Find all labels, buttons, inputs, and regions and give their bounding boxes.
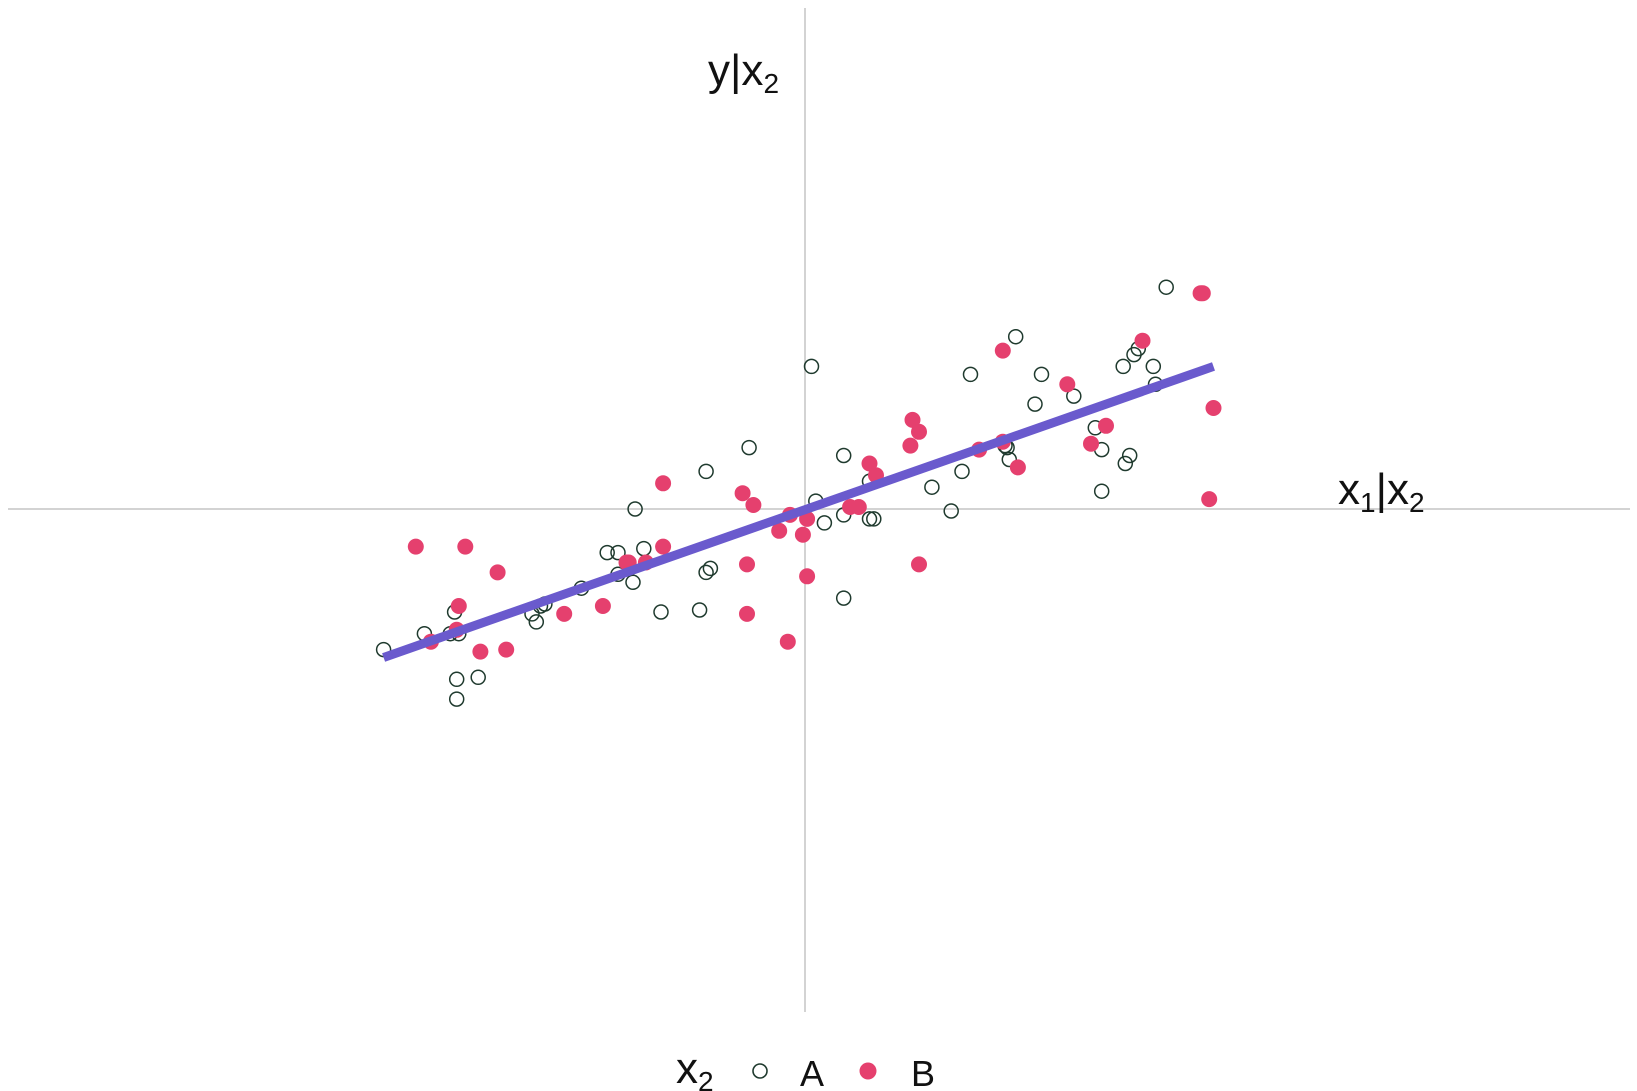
point-a-53	[1145, 358, 1162, 375]
point-b-40	[1134, 332, 1151, 349]
point-a-18	[636, 540, 652, 557]
point-b-27	[861, 455, 878, 472]
y-label-subscript: 2	[763, 68, 779, 99]
point-a-25	[803, 358, 820, 375]
x-label-subscript-2: 2	[1409, 487, 1425, 518]
point-a-21	[698, 564, 714, 581]
point-a-35	[943, 503, 959, 519]
legend-title-base: x	[676, 1044, 698, 1091]
point-a-16	[625, 574, 641, 591]
point-a-33	[866, 511, 882, 527]
point-b-8	[556, 605, 573, 622]
point-a-28	[835, 590, 852, 606]
point-a-13	[599, 544, 615, 561]
point-b-34	[994, 342, 1011, 359]
legend-marker-b	[859, 1062, 877, 1080]
point-b-13	[655, 538, 672, 555]
point-b-43	[1201, 491, 1218, 508]
point-a-9	[528, 614, 545, 630]
point-b-17	[739, 605, 755, 622]
legend-title-subscript: 2	[698, 1066, 714, 1091]
point-b-5	[472, 643, 489, 660]
x-label-bar: |x	[1376, 465, 1409, 514]
point-b-9	[594, 598, 611, 614]
point-a-49	[1115, 358, 1131, 375]
point-a-37	[962, 366, 979, 383]
point-a-22	[698, 463, 714, 480]
point-b-22	[794, 526, 811, 543]
point-b-4	[457, 538, 474, 555]
point-a-23	[702, 560, 719, 577]
point-a-44	[1066, 388, 1082, 404]
point-a-55	[1158, 279, 1174, 295]
regression-line	[382, 362, 1215, 662]
point-a-46	[1093, 483, 1110, 499]
point-a-19	[653, 604, 669, 620]
point-b-24	[799, 568, 816, 585]
point-b-3	[450, 598, 467, 614]
point-b-18	[745, 497, 762, 513]
point-b-16	[739, 556, 755, 573]
point-a-17	[627, 501, 643, 517]
point-b-19	[771, 522, 788, 539]
point-a-43	[1033, 366, 1050, 383]
point-a-7	[470, 669, 486, 686]
point-a-32	[861, 511, 878, 527]
series-b-points	[407, 285, 1222, 660]
point-a-34	[924, 479, 940, 495]
point-b-31	[911, 423, 927, 440]
point-a-48	[1117, 455, 1134, 472]
point-a-15	[610, 544, 626, 561]
point-b-6	[489, 564, 506, 581]
point-b-42	[1194, 285, 1211, 302]
point-a-41	[1007, 328, 1024, 345]
point-a-6	[448, 691, 465, 707]
point-b-14	[655, 475, 672, 492]
series-a-points	[375, 279, 1174, 707]
point-a-24	[741, 439, 757, 456]
point-b-39	[1098, 417, 1114, 434]
legend-title: x2	[676, 1044, 714, 1091]
point-a-36	[954, 463, 970, 480]
point-b-32	[911, 556, 927, 573]
x-axis-label: x1|x2	[1338, 465, 1425, 518]
legend-label-b: B	[911, 1053, 935, 1091]
point-b-37	[1059, 376, 1076, 393]
point-b-30	[904, 411, 921, 428]
point-b-44	[1205, 400, 1222, 416]
point-b-7	[498, 641, 515, 658]
point-a-42	[1027, 396, 1043, 412]
y-label-base: y	[708, 46, 730, 95]
point-a-5	[448, 671, 465, 688]
y-axis-label: y|x2	[708, 46, 779, 99]
point-b-29	[902, 437, 919, 454]
point-b-20	[779, 633, 796, 650]
point-a-40	[1001, 451, 1018, 468]
point-b-0	[407, 538, 424, 555]
point-a-29	[835, 447, 852, 464]
point-a-20	[691, 602, 708, 618]
point-b-38	[1083, 435, 1099, 452]
point-b-36	[1009, 459, 1026, 476]
y-label-bar: |x	[730, 46, 763, 95]
x-label-base: x	[1338, 465, 1360, 514]
x-label-subscript-1: 1	[1360, 487, 1376, 518]
legend-marker-a	[752, 1063, 768, 1079]
point-b-15	[734, 485, 751, 502]
point-b-26	[850, 499, 867, 515]
legend: x2 A B	[676, 1044, 935, 1091]
legend-label-a: A	[800, 1053, 824, 1091]
point-a-50	[1121, 447, 1138, 464]
point-a-27	[816, 515, 833, 531]
